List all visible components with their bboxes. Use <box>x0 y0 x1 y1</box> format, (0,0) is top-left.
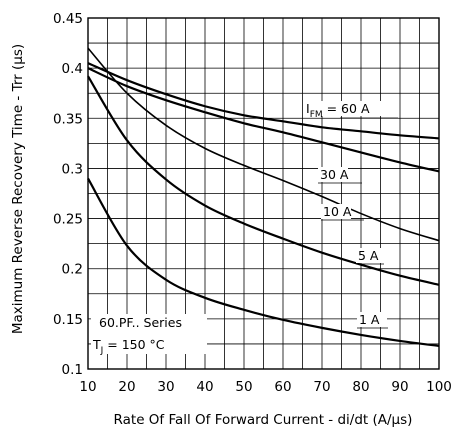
curves <box>87 47 440 348</box>
series-label-10-a: 10 A <box>323 204 352 219</box>
y-axis-title: Maximum Reverse Recovery Time - Trr (µs) <box>10 44 26 334</box>
x-tick-label: 30 <box>157 379 174 395</box>
series-annotation-line1: 60.PF.. Series <box>99 315 182 330</box>
y-tick-labels: 0.1 0.15 0.2 0.25 0.3 0.35 0.4 0.45 <box>53 11 83 378</box>
y-tick-label: 0.35 <box>53 111 83 127</box>
x-tick-labels: 10 20 30 40 50 60 70 80 90 100 <box>79 379 451 395</box>
series-label-bg-30-a <box>318 167 348 182</box>
y-tick-label: 0.25 <box>53 212 83 228</box>
series-labels: IFM = 60 A 30 A 10 A 5 A 1 A <box>304 101 398 329</box>
x-tick-label: 80 <box>352 379 369 395</box>
series-label-bg-60-a <box>304 101 382 116</box>
y-tick-label: 0.1 <box>62 362 83 378</box>
x-tick-label: 90 <box>391 379 408 395</box>
y-tick-label: 0.3 <box>62 161 83 177</box>
series-label-5-a: 5 A <box>358 248 379 263</box>
x-axis-title: Rate Of Fall Of Forward Current - di/dt … <box>114 412 413 428</box>
x-tick-label: 100 <box>426 379 452 395</box>
series-annotation: 60.PF.. Series TJ = 150 °C <box>91 314 207 356</box>
x-tick-label: 20 <box>118 379 135 395</box>
x-tick-label: 70 <box>313 379 330 395</box>
series-label-60-a: IFM = 60 A <box>306 101 370 120</box>
series-label-bg-1-a <box>357 312 387 327</box>
x-tick-label: 10 <box>79 379 96 395</box>
series-label-1-a: 1 A <box>359 312 380 327</box>
x-tick-label: 40 <box>196 379 213 395</box>
series-label-bg-5-a <box>356 248 386 263</box>
series-annotation-bg <box>91 314 207 354</box>
grid <box>87 17 440 370</box>
tj-main: T <box>92 337 101 352</box>
tj-rest: = 150 °C <box>103 337 165 352</box>
plot-frame <box>87 17 440 370</box>
y-tick-label: 0.45 <box>53 11 83 27</box>
series-line-5-a <box>87 75 440 286</box>
series-line-60-a <box>87 62 440 140</box>
x-tick-label: 60 <box>274 379 291 395</box>
y-tick-label: 0.2 <box>62 262 83 278</box>
tj-sub: J <box>100 346 104 356</box>
y-tick-label: 0.15 <box>53 312 83 328</box>
x-tick-label: 50 <box>235 379 252 395</box>
y-tick-label: 0.4 <box>62 61 83 77</box>
series-line-10-a <box>87 47 440 242</box>
series-line-1-a <box>87 177 440 348</box>
series-label-bg-10-a <box>321 204 351 219</box>
series-annotation-line2: TJ = 150 °C <box>92 337 165 356</box>
series-line-30-a <box>87 67 440 173</box>
series-label-30-a: 30 A <box>320 167 349 182</box>
